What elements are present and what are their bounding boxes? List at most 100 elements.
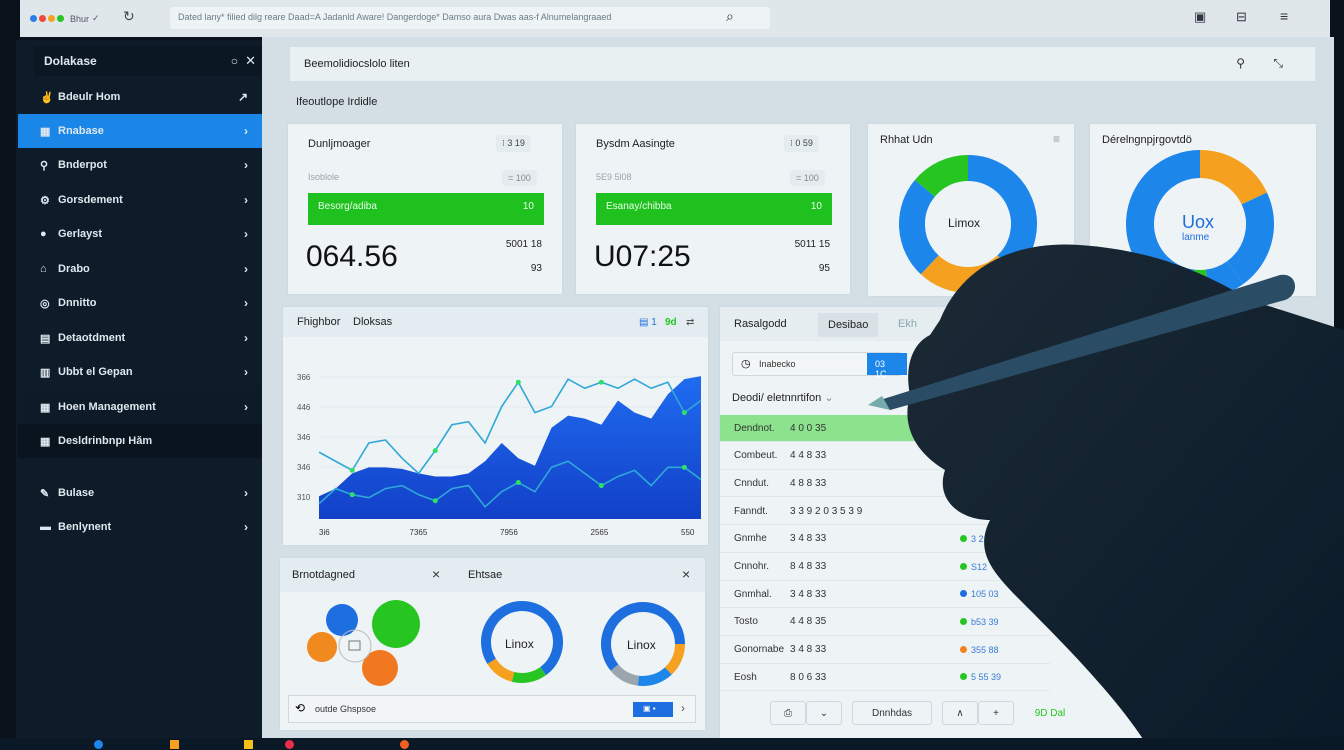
card-badge[interactable]: ⁝ 0 59 xyxy=(784,135,819,152)
search-input[interactable]: ◷ Inabecko 03 1C xyxy=(732,352,907,379)
status-text: 3 2 5 xyxy=(971,533,992,544)
close-icon[interactable]: × xyxy=(432,566,441,582)
data-point[interactable] xyxy=(598,483,604,489)
plus-icon[interactable]: + xyxy=(978,701,1014,725)
sidebar-item[interactable]: ▦ Desldrinbnpı Hăm xyxy=(18,424,274,458)
search-button[interactable]: 03 1C xyxy=(867,353,907,379)
sidebar-item[interactable]: ⚲ Bnderpot › xyxy=(18,148,274,182)
export-button[interactable]: 9D Dal xyxy=(1034,707,1066,719)
row-status: 5 55 39 xyxy=(960,672,1001,682)
filter-dropdown[interactable]: Deodi/ eletnnrtifon ⌄ xyxy=(732,391,834,404)
table-row[interactable]: Gnmhal. 3 4 8 33 105 03 xyxy=(720,581,1050,609)
refresh-icon[interactable]: ↻ xyxy=(123,8,135,24)
data-point[interactable] xyxy=(515,379,521,385)
footer-button[interactable]: ▣ ▪ xyxy=(633,702,673,717)
sidebar: Dolakase ○ ✕ ✌ Bdeulr Hom ↗ ▦ Rnabase › ⚲ Bnder… xyxy=(16,40,276,740)
donut-slice xyxy=(899,180,940,275)
status-dot-icon xyxy=(960,590,967,598)
close-icon[interactable]: ✕ xyxy=(245,53,256,68)
close-icon[interactable]: × xyxy=(682,566,691,582)
chevron-right-icon: › xyxy=(244,158,248,172)
legend-item[interactable]: ⇄ xyxy=(686,317,695,328)
history-icon[interactable]: ⟲ xyxy=(295,701,306,715)
data-point[interactable] xyxy=(515,480,521,486)
sidebar-item[interactable]: ✌ Bdeulr Hom ↗ xyxy=(18,80,274,114)
donut-slice xyxy=(1226,192,1274,284)
line-series-line-bottom xyxy=(318,460,702,509)
sidebar-item[interactable]: ▬ Benlynent › xyxy=(18,510,274,544)
bubble-diagram xyxy=(307,600,420,686)
menu-icon[interactable]: ≡ xyxy=(1280,8,1289,24)
card-badge[interactable]: ⁝ 3 19 xyxy=(496,135,531,152)
sidebar-item-label: Detaotdment xyxy=(58,332,126,344)
bookmark-icon[interactable]: ▣ xyxy=(1194,9,1207,24)
progress-label: Besorg/adiba xyxy=(318,201,377,212)
sidebar-item[interactable]: ◎ Dnnitto › xyxy=(18,286,274,320)
data-point[interactable] xyxy=(681,464,687,470)
table-icon: ▥ xyxy=(40,366,51,379)
chevron-down-icon[interactable]: ⌄ xyxy=(806,701,842,725)
card-sub-badge[interactable]: = 100 xyxy=(502,170,537,186)
chevron-down-icon: ⌄ xyxy=(824,392,834,404)
data-point[interactable] xyxy=(349,492,355,498)
legend-item[interactable]: 9d xyxy=(665,317,677,328)
sidebar-item[interactable]: ▦ Hoen Management › xyxy=(18,390,274,424)
app-icon[interactable] xyxy=(94,740,103,749)
search-icon[interactable]: ⌕ xyxy=(726,8,734,24)
link-icon[interactable]: ⚲ xyxy=(1236,56,1245,70)
tabs-icon[interactable]: ⊟ xyxy=(1236,9,1247,24)
table-row[interactable]: Eosh 8 0 6 33 5 55 39 xyxy=(720,664,1050,692)
tab-ekh[interactable]: Ekh xyxy=(898,318,917,330)
chevron-right-icon: › xyxy=(244,262,248,276)
tab-desibao[interactable]: Desibao xyxy=(818,313,879,337)
circle-icon[interactable]: ○ xyxy=(230,54,238,68)
sidebar-item[interactable]: ● Gerlayst › xyxy=(18,217,274,251)
table-row[interactable]: Gonornabe 3 4 8 33 355 88 xyxy=(720,637,1050,664)
menu-icon[interactable]: ≡ xyxy=(1052,132,1060,146)
donut-slice xyxy=(967,155,1037,275)
address-bar[interactable]: Dated lany* filied dilg reare Daad=A Jad… xyxy=(170,7,770,29)
table-row[interactable]: Gnmhe 3 4 8 33 3 2 5 xyxy=(720,526,1050,553)
side-value: 93 xyxy=(530,263,542,274)
row-value: 3 4 8 33 xyxy=(790,644,827,656)
app-icon[interactable] xyxy=(170,740,179,749)
table-row[interactable]: Tosto 4 4 8 35 b53 39 xyxy=(720,609,1050,636)
sidebar-item-label: Hoen Management xyxy=(58,401,156,413)
chevron-right-icon[interactable]: › xyxy=(681,701,685,715)
footer-label: outde Ghspsoe xyxy=(315,704,377,714)
stat-card: Dunljmoager ⁝ 3 19 Isoblole = 100 Besorg… xyxy=(288,124,562,294)
chevron-up-icon[interactable]: ∧ xyxy=(942,701,978,725)
sidebar-item[interactable]: ▥ Ubbt el Gepan › xyxy=(18,355,274,389)
table-row[interactable]: Fanndt. 3 3 9 2 0 3 5 3 9 xyxy=(720,498,1050,526)
side-value: 5001 18 xyxy=(505,239,542,250)
data-point[interactable] xyxy=(432,498,438,504)
sidebar-item[interactable]: ⌂ Drabo › xyxy=(18,252,274,286)
card-sub-badge[interactable]: = 100 xyxy=(790,170,825,186)
legend-item[interactable]: ▤ 1 xyxy=(639,317,657,328)
app-icon[interactable] xyxy=(285,740,294,749)
expand-icon[interactable]: ⤡ xyxy=(1273,56,1283,70)
table-row[interactable]: Combeut. 4 4 8 33 xyxy=(720,443,1050,470)
window-dots-icon[interactable]: Bhur ✓ xyxy=(30,13,100,24)
data-point[interactable] xyxy=(681,410,687,416)
data-point[interactable] xyxy=(349,467,355,473)
tab-label[interactable]: Bhur xyxy=(70,13,90,24)
sidebar-item[interactable]: ▤ Detaotdment › xyxy=(18,321,274,355)
tab-rasalgodd[interactable]: Rasalgodd xyxy=(734,318,787,330)
status-button[interactable]: Dnnhdas xyxy=(852,701,932,725)
sidebar-item[interactable]: ✎ Bulase › xyxy=(18,476,274,510)
data-point[interactable] xyxy=(598,379,604,385)
print-icon[interactable]: ⎙ xyxy=(770,701,806,725)
card-subtitle: Isoblole xyxy=(308,172,340,182)
data-point[interactable] xyxy=(432,448,438,454)
donut-slice xyxy=(914,155,969,198)
sidebar-item[interactable]: ⚙ Gorsdement › xyxy=(18,183,274,217)
app-icon[interactable] xyxy=(400,740,409,749)
bubble xyxy=(372,600,420,648)
hand-icon: ✌ xyxy=(40,91,54,104)
table-row[interactable]: Cnndut. 4 8 8 33 xyxy=(720,470,1050,498)
table-row[interactable]: Cnnohr. 8 4 8 33 S12 xyxy=(720,554,1050,581)
app-icon[interactable] xyxy=(244,740,253,749)
compass-icon: ◎ xyxy=(40,297,50,310)
sidebar-item[interactable]: ▦ Rnabase › xyxy=(18,114,274,148)
